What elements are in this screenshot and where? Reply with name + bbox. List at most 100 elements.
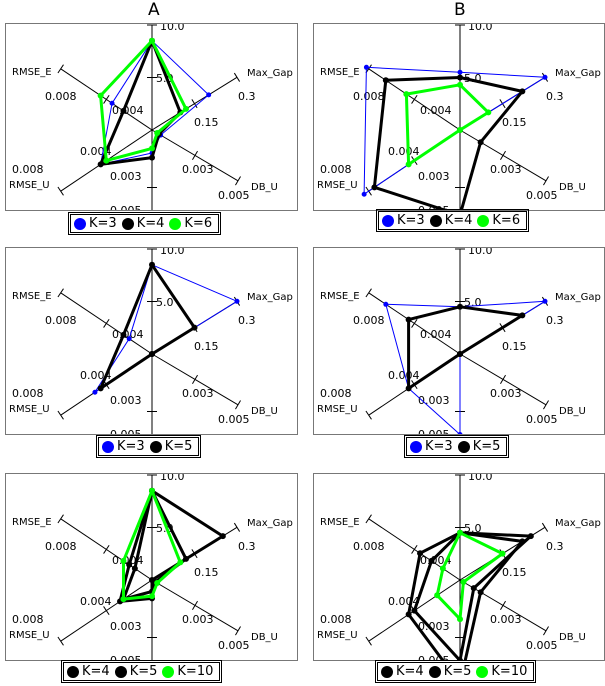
tick-label-diff-max: 10.0 <box>468 244 493 257</box>
series-point-k-6-gap <box>183 106 189 112</box>
tick-label-rmsee-max: 0.008 <box>353 540 385 553</box>
legend-item: K=4 <box>121 216 164 231</box>
tick-label-rmsee-mid: 0.004 <box>420 104 452 117</box>
tick-label-dbu-mid: 0.003 <box>182 613 214 626</box>
series-point-k-10-diff <box>149 488 155 494</box>
legend-label: K=3 <box>117 439 145 454</box>
tick-label-gap-max: 0.3 <box>238 314 256 327</box>
axis-tick-rmsee <box>104 95 110 103</box>
tick-label-dbe-mid: 0.003 <box>418 170 450 183</box>
tick-label-diff-max: 10.0 <box>468 470 493 483</box>
radar-chart-panel: 10.05.00.30.150.0050.0030.0050.0030.0080… <box>313 23 605 211</box>
series-point-k-5-diff <box>457 304 463 310</box>
axis-label-gap: Max_Gap <box>555 68 601 79</box>
series-point-k-3-gap <box>235 299 240 304</box>
legend-label: K=5 <box>443 664 472 679</box>
legend-label: K=6 <box>492 213 521 228</box>
series-point-k-10-gap <box>177 559 183 565</box>
tick-label-rmsee-max: 0.008 <box>45 90 77 103</box>
tick-label-rmsee-mid: 0.004 <box>112 328 144 341</box>
axis-tick-rmsee <box>58 65 64 73</box>
axis-tick-dbu <box>192 151 197 160</box>
axis-label-rmsee: RMSE_E <box>12 517 52 528</box>
series-point-k-3-rmseu <box>362 192 367 197</box>
tick-label-gap-max: 0.3 <box>546 90 564 103</box>
legend-item: K=5 <box>457 439 501 454</box>
axis-tick-rmsee <box>366 289 372 297</box>
axis-label-diff: #Diff <box>138 461 165 472</box>
axis-tick-dbu <box>235 177 240 186</box>
chart-legend: K=3 K=4 K=6 <box>67 212 222 235</box>
legend-label: K=5 <box>472 439 501 454</box>
series-point-k-4-rmsee <box>383 77 389 83</box>
legend-dot-icon <box>381 665 393 678</box>
tick-label-gap-mid: 0.15 <box>502 566 527 579</box>
series-point-k-10-gap <box>500 551 506 557</box>
series-point-k-5-rmsee <box>120 332 126 338</box>
tick-label-gap-max: 0.3 <box>238 90 256 103</box>
axis-tick-rmsee <box>58 515 64 523</box>
legend-item: K=3 <box>410 439 453 454</box>
axis-tick-dbu <box>543 627 548 636</box>
legend-label: K=3 <box>397 213 425 228</box>
legend-item: K=5 <box>114 664 157 679</box>
series-point-k-4-rmseu <box>371 184 377 190</box>
axis-tick-dbu <box>543 177 548 186</box>
axis-label-rmseu: RMSE_U <box>317 630 358 641</box>
series-point-k-6-dbe <box>149 145 155 151</box>
series-point-k-5-dbe <box>457 351 463 357</box>
axis-tick-dbu <box>500 375 505 384</box>
tick-label-rmseu-max: 0.008 <box>12 163 44 176</box>
legend-item: K=3 <box>382 213 425 228</box>
legend-label: K=4 <box>444 213 473 228</box>
series-point-k-4-rmsee <box>428 558 434 564</box>
tick-label-rmseu-max: 0.008 <box>320 387 352 400</box>
series-point-k-4-dbe <box>149 155 155 161</box>
tick-label-diff-max: 10.0 <box>160 470 185 483</box>
axis-tick-rmsee <box>412 95 418 103</box>
series-point-k-6-diff <box>457 82 463 88</box>
tick-label-gap-max: 0.3 <box>546 540 564 553</box>
series-point-k-6-dbu <box>154 130 160 136</box>
series-point-k-10-diff <box>457 530 463 536</box>
tick-label-dbu-mid: 0.003 <box>490 163 522 176</box>
series-point-k-3-gap <box>206 92 211 97</box>
chart-legend: K=3 K=4 K=6 <box>375 209 530 232</box>
axis-tick-dbu <box>543 401 548 410</box>
tick-label-dbu-max: 0.005 <box>526 189 558 202</box>
axis-tick-gap <box>192 99 197 108</box>
tick-label-rmsee-mid: 0.004 <box>112 104 144 117</box>
legend-item: K=5 <box>149 439 193 454</box>
axis-label-rmsee: RMSE_E <box>12 67 52 78</box>
series-point-k-5-rmseu <box>406 385 412 391</box>
axis-label-rmseu: RMSE_U <box>9 630 50 641</box>
series-point-k-5-gap <box>519 538 525 544</box>
legend-label: K=5 <box>164 439 193 454</box>
series-point-k-5-gap <box>192 325 198 331</box>
axis-label-rmseu: RMSE_U <box>9 404 50 415</box>
tick-label-rmseu-max: 0.008 <box>12 387 44 400</box>
series-point-k-10-dbu <box>460 579 466 585</box>
legend-dot-icon <box>477 214 490 227</box>
axis-tick-rmsee <box>58 289 64 297</box>
series-point-k-3-rmsee <box>383 302 388 307</box>
legend-label: K=3 <box>89 216 117 231</box>
series-point-k-4-dbu <box>471 585 477 591</box>
axis-label-dbu: DB_U <box>559 632 586 643</box>
tick-label-dbu-max: 0.005 <box>526 639 558 652</box>
legend-item: K=4 <box>67 664 110 679</box>
legend-label: K=10 <box>177 664 214 679</box>
axis-tick-rmsee <box>366 515 372 523</box>
axis-label-dbu: DB_U <box>251 406 278 417</box>
axis-tick-rmsee <box>412 545 418 553</box>
tick-label-rmsee-mid: 0.004 <box>420 328 452 341</box>
axis-tick-rmseu <box>58 411 64 419</box>
tick-label-diff-max: 10.0 <box>468 20 493 33</box>
axis-tick-rmsee <box>366 65 372 73</box>
series-point-k-4-dbu <box>478 139 484 145</box>
series-point-k-6-diff <box>149 38 155 44</box>
series-point-k-4-rmseu <box>98 161 104 167</box>
legend-item: K=6 <box>169 216 212 231</box>
axis-tick-rmsee <box>104 545 110 553</box>
